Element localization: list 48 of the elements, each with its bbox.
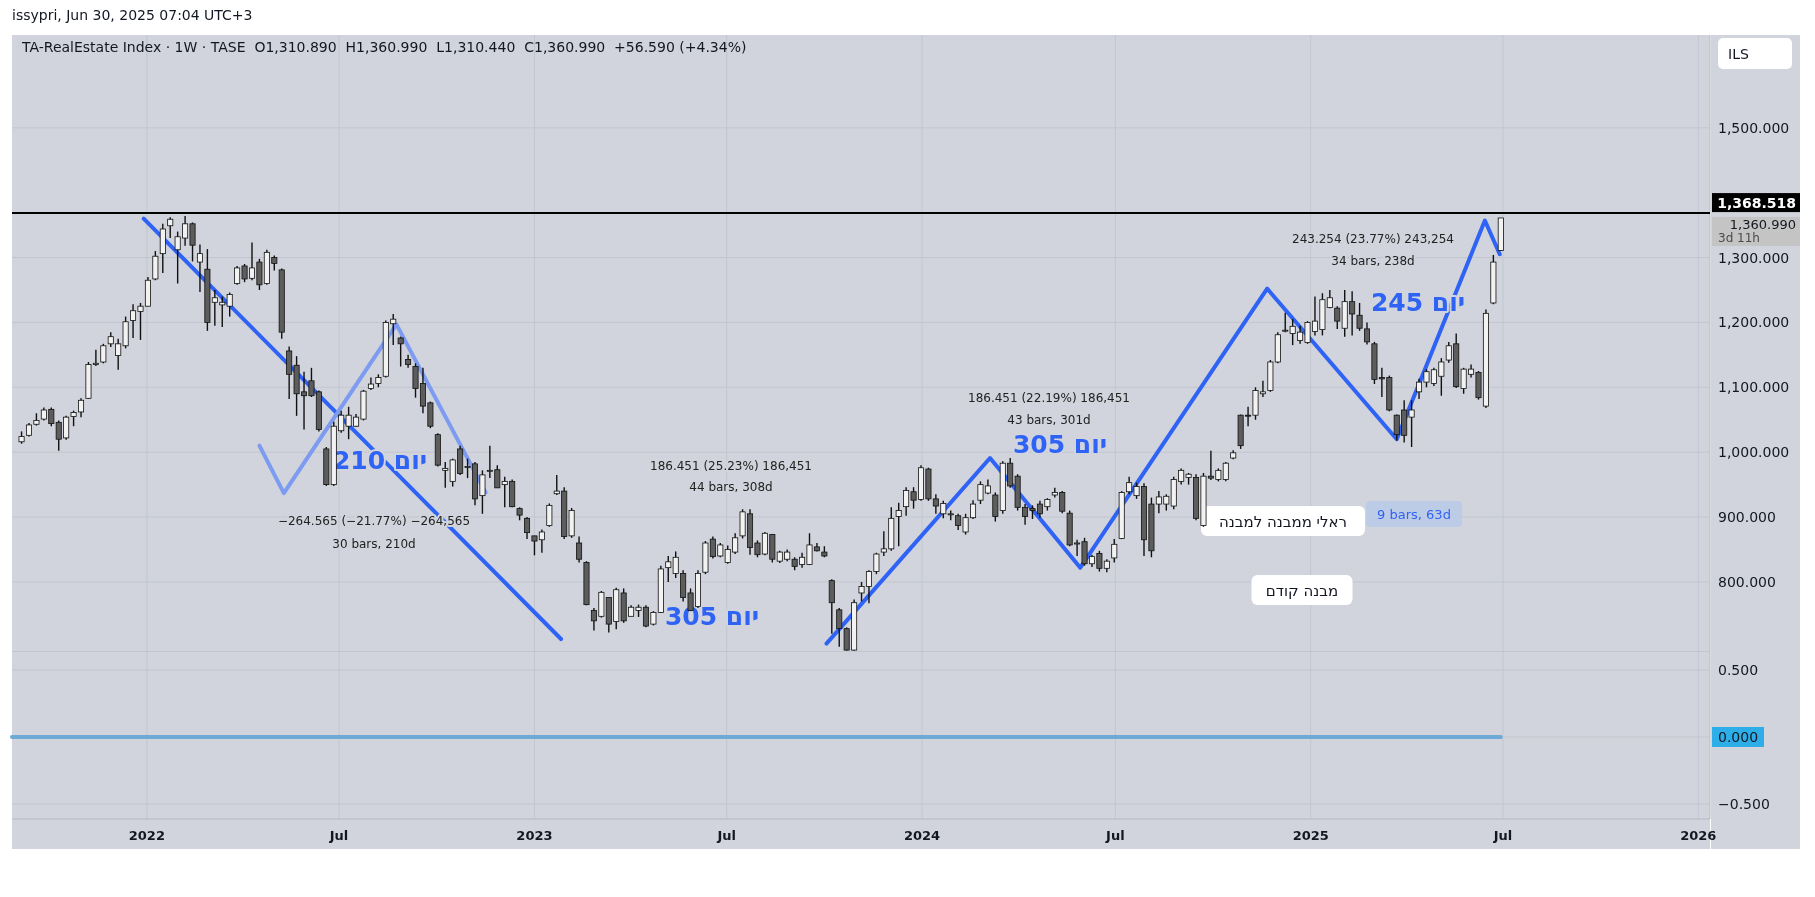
candlestick <box>895 502 902 547</box>
y-tick-label: 1,300.000 <box>1718 249 1790 266</box>
y-tick-label: 1,100.000 <box>1718 379 1790 396</box>
y-tick-label: 1,500.000 <box>1718 119 1790 136</box>
annotation: 44 bars, 308d <box>689 480 773 494</box>
y-tick-label: 800.000 <box>1718 573 1776 590</box>
chart-subtitle: issypri, Jun 30, 2025 07:04 UTC+3 <box>12 7 253 23</box>
candlestick <box>167 216 174 239</box>
candlestick <box>576 535 583 564</box>
y-tick-label: 1,000.000 <box>1718 444 1790 461</box>
x-tick-label: 2022 <box>128 828 165 843</box>
y-tick-label: −0.500 <box>1718 795 1770 812</box>
x-tick-label: Jul <box>328 828 349 843</box>
line-series <box>824 218 1502 646</box>
candlestick <box>152 250 159 281</box>
candlestick <box>397 335 404 368</box>
x-tick-label: Jul <box>1105 828 1125 843</box>
annotation: 34 bars, 238d <box>1331 254 1415 268</box>
chart-title: TA-RealEstate Index · 1W · TASE O1,310.890 H1,360.990 L1,310.440 C1,360.990 +56.590 (+4.34%) <box>21 39 747 55</box>
y-tick-label: 0.500 <box>1718 661 1759 678</box>
text: ILS <box>1728 46 1749 62</box>
y-tick-label: 900.000 <box>1718 509 1776 526</box>
y-tick-label: 1,200.000 <box>1718 314 1790 331</box>
candlestick <box>524 516 531 540</box>
ref-line-label: 1,368.518 <box>1717 195 1796 212</box>
annotation: 9 bars, 63d <box>1377 507 1451 522</box>
candlestick <box>1111 538 1118 564</box>
annotation: 186.451 (25.23%) 186,451 <box>650 459 812 473</box>
x-tick-label: 2026 <box>1680 828 1717 843</box>
annotation: 30 bars, 210d <box>332 537 416 551</box>
annotation: מבנה קודם <box>1265 582 1339 600</box>
annotation: 43 bars, 301d <box>1007 413 1091 427</box>
x-tick-label: 2025 <box>1292 828 1329 843</box>
text: 3d 11h <box>1718 230 1760 245</box>
x-tick-label: Jul <box>716 828 736 843</box>
annotation: 243.254 (23.77%) 243,254 <box>1292 232 1454 246</box>
candlestick <box>196 243 203 293</box>
annotation: ראלי ממבנה למבנה <box>1219 513 1347 531</box>
annotation: 186.451 (22.19%) 186,451 <box>968 391 1130 405</box>
candlestick <box>828 578 835 635</box>
annotation: 305 יום <box>664 602 760 631</box>
annotation: 305 יום <box>1012 430 1108 459</box>
candlestick <box>546 502 553 528</box>
y-tick-label: 0.000 <box>1718 728 1759 745</box>
text: 1,360.990 <box>1729 216 1796 232</box>
x-tick-label: 2024 <box>903 828 941 843</box>
x-tick-label: Jul <box>1492 828 1513 843</box>
x-tick-label: 2023 <box>516 828 553 843</box>
